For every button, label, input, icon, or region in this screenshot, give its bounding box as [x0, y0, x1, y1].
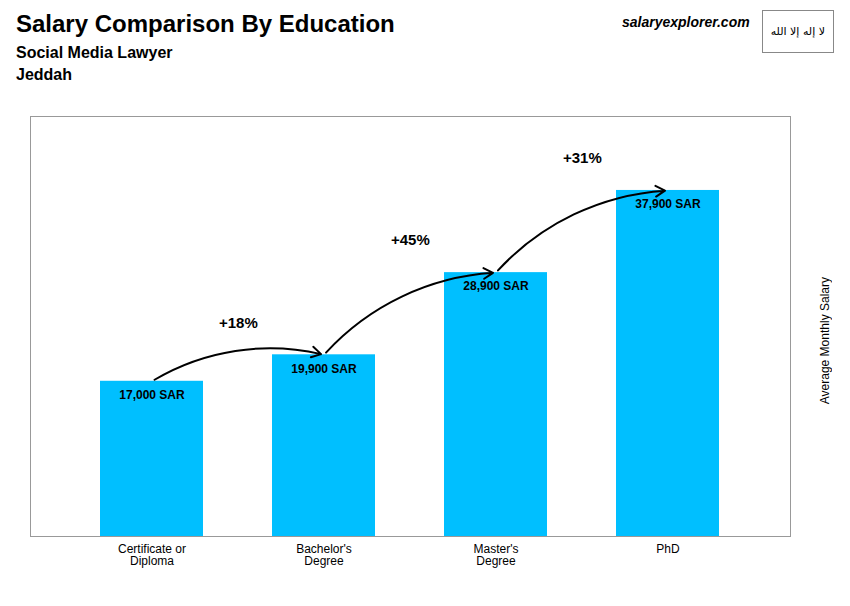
html-text:Average Monthly Salary: Average Monthly Salary — [818, 277, 832, 405]
html-text:salaryexplorer.com: salaryexplorer.com — [622, 14, 750, 30]
svg-text:+45%: +45% — [391, 231, 430, 248]
html-text:Jeddah: Jeddah — [16, 66, 72, 83]
html-text:لا إله إلا الله: لا إله إلا الله — [770, 25, 825, 38]
svg-text:28,900 SAR: 28,900 SAR — [463, 279, 529, 293]
svg-text:17,000 SAR: 17,000 SAR — [119, 388, 185, 402]
html-text:Salary Comparison By Education: Salary Comparison By Education — [16, 10, 395, 37]
svg-text:+31%: +31% — [563, 149, 602, 166]
svg-text:37,900 SAR: 37,900 SAR — [635, 197, 701, 211]
html-text:Social Media Lawyer: Social Media Lawyer — [16, 44, 173, 61]
svg-text:Master'sDegree: Master'sDegree — [474, 542, 519, 568]
svg-text:Bachelor'sDegree: Bachelor'sDegree — [296, 542, 352, 568]
svg-text:PhD: PhD — [656, 542, 680, 556]
svg-text:+18%: +18% — [219, 314, 258, 331]
svg-text:Certificate orDiploma: Certificate orDiploma — [118, 542, 186, 568]
svg-text:19,900 SAR: 19,900 SAR — [291, 362, 357, 376]
